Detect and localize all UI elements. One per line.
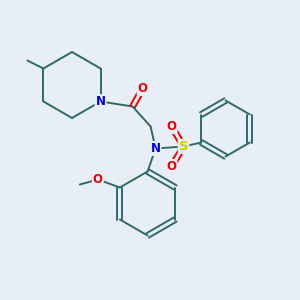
Text: O: O: [138, 82, 148, 95]
Text: O: O: [93, 173, 103, 186]
Text: S: S: [179, 140, 188, 153]
Text: O: O: [167, 160, 177, 173]
Text: N: N: [96, 95, 106, 108]
Text: N: N: [151, 142, 160, 155]
Text: O: O: [167, 120, 177, 133]
